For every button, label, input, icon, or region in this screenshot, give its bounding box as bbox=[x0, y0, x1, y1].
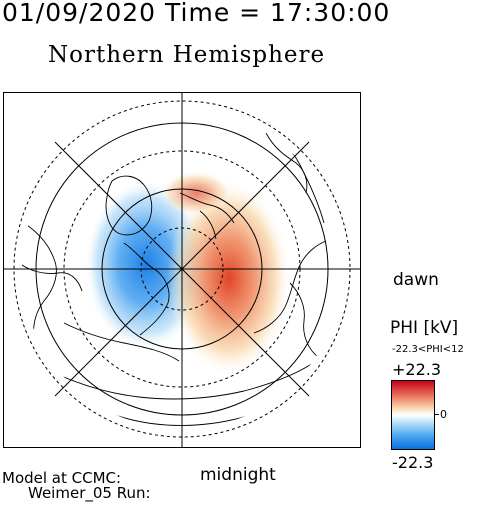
colorbar-zero-value: 0 bbox=[440, 408, 447, 421]
midnight-label: midnight bbox=[200, 465, 276, 485]
colorbar-min-value: -22.3 bbox=[392, 453, 434, 472]
colorbar-zero-tick bbox=[435, 414, 439, 415]
date-time-title: 01/09/2020 Time = 17:30:00 bbox=[2, 0, 391, 27]
colorbar-label: PHI [kV] bbox=[390, 318, 459, 338]
polar-potential-map bbox=[3, 92, 361, 448]
dawn-label: dawn bbox=[393, 270, 439, 290]
plot-title: Northern Hemisphere bbox=[48, 42, 326, 68]
map-plot bbox=[4, 93, 360, 447]
model-line-1: Model at CCMC: bbox=[2, 469, 122, 487]
local-time-grid bbox=[4, 93, 360, 447]
colorbar bbox=[391, 380, 435, 450]
colorbar-range-text: -22.3<PHI<12 bbox=[392, 344, 464, 355]
model-line-2: Weimer_05 Run: bbox=[28, 484, 151, 502]
positive-potential-lobe bbox=[160, 171, 232, 215]
colorbar-max-value: +22.3 bbox=[392, 360, 442, 379]
positive-potential-cell bbox=[167, 180, 291, 376]
